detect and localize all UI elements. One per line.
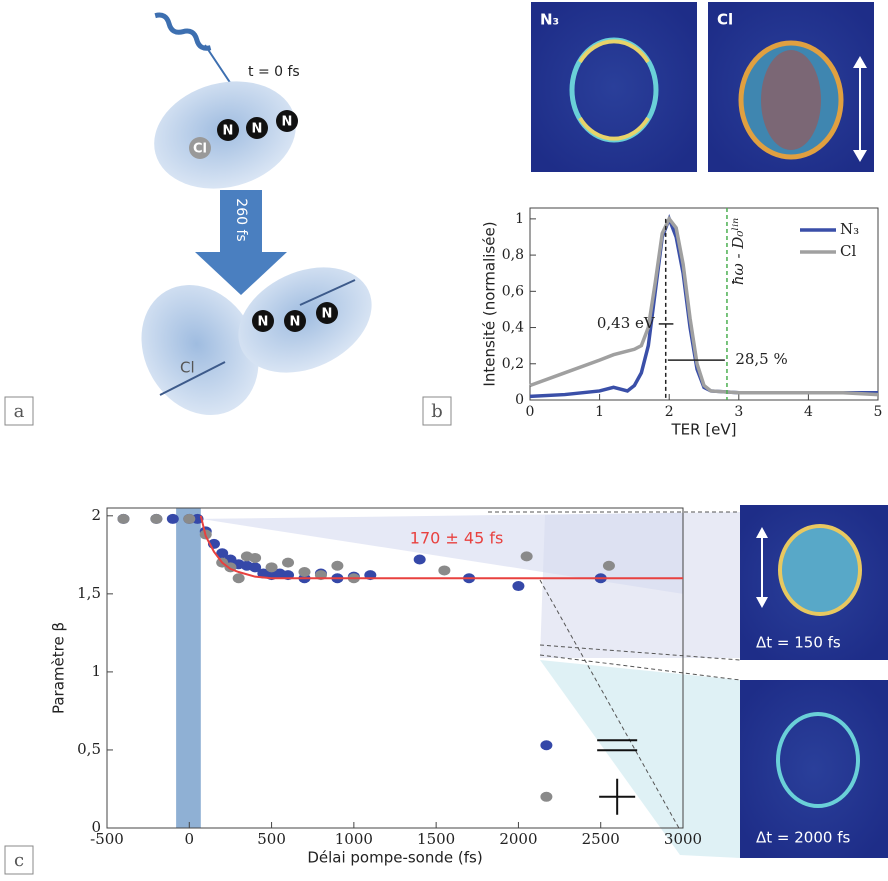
y-tick-label: 1 xyxy=(91,662,101,680)
atom-label: N xyxy=(252,122,263,137)
x-tick-label: -500 xyxy=(90,830,124,848)
panel-label: c xyxy=(14,850,24,871)
legend-arrows xyxy=(597,739,638,752)
data-point xyxy=(512,581,525,592)
data-point xyxy=(183,513,196,524)
data-point xyxy=(216,548,229,559)
y-tick-label: 0,5 xyxy=(77,740,101,758)
atom-label: N xyxy=(282,115,293,130)
legend-label: N₃ xyxy=(840,220,859,238)
legend-marker xyxy=(540,740,553,751)
image-label: Cl xyxy=(717,11,733,29)
panel-label: a xyxy=(14,401,25,422)
x-tick-label: 3 xyxy=(734,404,743,420)
data-point xyxy=(117,513,130,524)
annotation: 28,5 % xyxy=(735,350,787,368)
legend-label: Cl xyxy=(840,242,856,260)
series-line xyxy=(529,213,878,399)
data-point xyxy=(331,560,344,571)
y-axis-label: Intensité (normalisée) xyxy=(481,221,499,386)
data-point xyxy=(602,560,615,571)
reference-label: ħω - D₀ˡⁱⁿ xyxy=(729,218,747,285)
highlight-band xyxy=(176,508,201,828)
time-label: t = 0 fs xyxy=(248,64,300,80)
data-point xyxy=(298,567,311,577)
x-tick-label: 1 xyxy=(595,404,604,420)
duration-label: 260 fs xyxy=(233,198,249,241)
data-point xyxy=(282,557,295,568)
x-tick-label: 0 xyxy=(526,404,535,420)
atom-label: N xyxy=(290,315,301,330)
annotation: 170 ± 45 fs xyxy=(410,529,504,548)
atom-label: Cl xyxy=(180,359,195,377)
x-tick-label: 2000 xyxy=(499,830,537,848)
x-tick-label: 4 xyxy=(804,404,813,420)
data-point xyxy=(249,552,262,563)
data-point xyxy=(150,513,163,524)
y-tick-label: 1,5 xyxy=(77,584,101,602)
x-tick-label: 1500 xyxy=(417,830,455,848)
data-point xyxy=(166,513,179,524)
series-line xyxy=(529,215,879,397)
data-point xyxy=(249,562,262,573)
shaded-region xyxy=(200,512,683,594)
image-label: Δt = 150 fs xyxy=(756,634,841,652)
x-tick-label: 500 xyxy=(257,830,286,848)
y-tick-label: 0,6 xyxy=(502,283,524,299)
image-label: N₃ xyxy=(540,11,559,29)
data-point xyxy=(438,565,451,576)
x-tick-label: 3000 xyxy=(664,830,702,848)
y-tick-label: 0,2 xyxy=(502,356,524,372)
data-point xyxy=(520,551,533,562)
data-point xyxy=(232,573,245,584)
y-tick-label: 0,4 xyxy=(502,320,524,336)
atom-label: N xyxy=(322,307,333,322)
x-tick-label: 1000 xyxy=(335,830,373,848)
x-axis-label: Délai pompe-sonde (fs) xyxy=(307,849,482,867)
y-tick-label: 0 xyxy=(515,392,524,408)
data-point xyxy=(413,554,426,565)
atom-label: N xyxy=(223,124,234,139)
atom-label: Cl xyxy=(193,142,207,157)
legend-marker xyxy=(540,791,553,802)
image-label: Δt = 2000 fs xyxy=(756,829,850,847)
diagram: Cl N N N N N N Cl t = 0 fs 260 fs xyxy=(141,12,372,415)
fit-line xyxy=(199,515,683,580)
plot-frame xyxy=(106,507,684,829)
legend-arrows xyxy=(599,778,636,815)
plot-frame xyxy=(529,207,879,401)
x-tick-label: 2500 xyxy=(582,830,620,848)
y-tick-label: 1 xyxy=(515,211,524,227)
atom-label: N xyxy=(258,315,269,330)
annotation: 0,43 eV xyxy=(597,314,656,332)
x-axis-label: TER [eV] xyxy=(670,421,736,439)
x-tick-label: 2 xyxy=(665,404,674,420)
data-point xyxy=(265,562,278,573)
x-tick-label: 5 xyxy=(874,404,883,420)
y-tick-label: 0,8 xyxy=(502,247,524,263)
x-tick-label: 0 xyxy=(185,830,195,848)
y-tick-label: 0 xyxy=(91,818,101,836)
y-axis-label: Paramètre β xyxy=(50,622,68,714)
panel-label: b xyxy=(431,401,443,422)
y-tick-label: 2 xyxy=(91,506,101,524)
